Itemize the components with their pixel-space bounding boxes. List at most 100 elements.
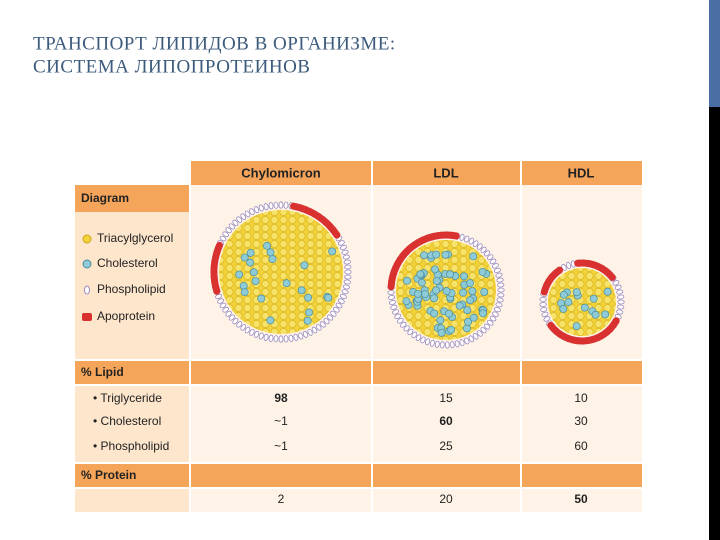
phospholipid	[390, 304, 398, 310]
cholesterol	[413, 289, 422, 298]
phospholipid	[480, 327, 487, 334]
phospholipid	[491, 263, 499, 269]
phospholipid	[565, 261, 572, 269]
cell-value: 50	[574, 492, 588, 506]
apoprotein	[547, 317, 620, 345]
cholesterol	[430, 309, 439, 318]
phospholipid	[232, 318, 239, 325]
phospholipid	[486, 319, 494, 326]
cell-value: 60	[574, 439, 588, 453]
label-cell	[75, 488, 190, 512]
phospholipid	[464, 337, 470, 345]
cholesterol	[263, 241, 271, 250]
legend-label: Cholesterol	[97, 256, 158, 270]
phospholipid	[540, 306, 548, 312]
phospholipid	[341, 289, 349, 295]
phospholipid	[617, 304, 625, 310]
cholesterol	[240, 253, 249, 262]
phospholipid	[315, 324, 322, 331]
cholesterol	[469, 252, 478, 261]
cholesterol	[442, 287, 451, 296]
phospholipid	[486, 254, 494, 261]
phospholipid	[219, 302, 227, 309]
cholesterol	[431, 265, 439, 274]
cholesterol	[324, 293, 333, 302]
phospholipid	[617, 294, 625, 300]
cholesterol	[304, 293, 313, 302]
phospholipid	[491, 311, 499, 317]
cell-value: ~1	[274, 414, 288, 428]
phospholipid	[217, 298, 225, 304]
column-header: HDL	[568, 165, 595, 180]
cholesterol	[246, 248, 255, 257]
phospholipid	[397, 317, 404, 324]
phospholipid	[330, 310, 337, 317]
cholesterol	[282, 279, 291, 288]
phospholipid	[415, 334, 422, 341]
phospholipid	[429, 339, 435, 347]
cholesterol	[403, 276, 411, 285]
header-row	[190, 161, 642, 185]
phospholipid	[420, 336, 426, 344]
phospholipid	[335, 302, 343, 309]
phospholipid	[240, 324, 247, 331]
phospholipid	[407, 328, 414, 336]
phospholipid	[489, 315, 497, 322]
phospholipid	[459, 339, 465, 347]
phospholipid	[337, 240, 345, 246]
table: Chylomicron LDL HDL Diagram Triacylglyce…	[75, 161, 642, 512]
cholesterol	[572, 288, 581, 297]
phospholipid	[459, 233, 465, 241]
phospholipid	[434, 340, 440, 348]
cholesterol	[446, 270, 455, 279]
phospholipid	[244, 210, 251, 218]
legend-icon	[82, 259, 92, 269]
cholesterol	[564, 298, 573, 307]
column-header: LDL	[433, 165, 458, 180]
cholesterol	[402, 297, 411, 306]
phospholipid	[403, 325, 410, 332]
cholesterol	[460, 272, 468, 281]
cholesterol	[559, 305, 568, 313]
accent-bar	[709, 0, 720, 107]
phospholipid	[278, 201, 284, 209]
cell-value: 10	[574, 391, 588, 405]
cholesterol	[466, 296, 475, 305]
phospholipid	[616, 289, 624, 295]
row-label: % Protein	[81, 468, 136, 482]
row-label: • Cholesterol	[93, 414, 161, 428]
phospholipid	[539, 302, 547, 307]
phospholipid	[225, 310, 232, 317]
cholesterol	[589, 294, 598, 303]
core	[548, 268, 616, 336]
phospholipid	[344, 274, 352, 280]
phospholipid	[311, 326, 318, 334]
cell-value: 20	[439, 492, 453, 506]
cholesterol	[437, 328, 446, 337]
legend-icon	[82, 313, 92, 321]
phospholipid	[344, 264, 352, 270]
cholesterol	[441, 250, 450, 259]
row-label: • Phospholipid	[93, 439, 169, 453]
apoprotein	[289, 202, 341, 239]
phospholipid	[449, 341, 455, 349]
apoprotein	[210, 241, 224, 295]
phospholipid	[333, 306, 340, 313]
phospholipid	[497, 292, 505, 298]
phospholipid	[394, 313, 402, 320]
cholesterol	[421, 289, 429, 298]
cell-value: ~1	[274, 439, 288, 453]
particles	[210, 201, 625, 349]
cell-value: 25	[439, 439, 453, 453]
phospholipid	[439, 341, 445, 349]
phospholipid	[263, 203, 269, 211]
phospholipid	[249, 208, 255, 216]
phospholipid	[425, 338, 431, 346]
section-row	[75, 360, 642, 385]
phospholipid	[543, 316, 551, 322]
phospholipid	[612, 280, 620, 286]
phospholipid	[288, 334, 294, 342]
apoprotein	[574, 259, 616, 281]
section-row	[75, 463, 642, 488]
